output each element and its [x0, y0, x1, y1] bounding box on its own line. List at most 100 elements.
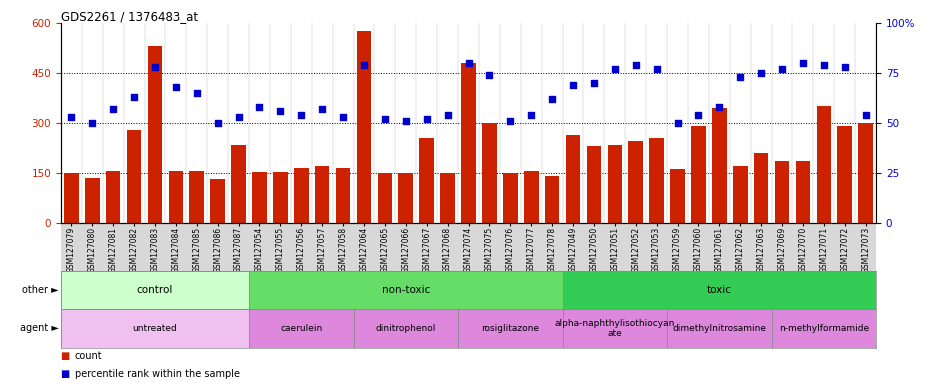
Point: [126, 94, 141, 100]
Bar: [249, 271, 562, 309]
Text: untreated: untreated: [133, 324, 177, 333]
Bar: [106, 171, 121, 223]
Bar: [335, 169, 350, 223]
Point: [690, 112, 705, 118]
Bar: [770, 309, 875, 348]
Point: [64, 114, 79, 120]
Text: other ►: other ►: [22, 285, 59, 295]
Point: [523, 112, 538, 118]
Bar: [272, 172, 287, 223]
Bar: [314, 166, 329, 223]
Text: alpha-naphthylisothiocyan
ate: alpha-naphthylisothiocyan ate: [554, 319, 674, 338]
Point: [503, 118, 518, 124]
Point: [753, 70, 768, 76]
Bar: [711, 108, 725, 223]
Bar: [795, 161, 810, 223]
Point: [398, 118, 413, 124]
Point: [294, 112, 309, 118]
Point: [147, 64, 162, 70]
Bar: [357, 31, 371, 223]
Point: [106, 106, 121, 112]
Bar: [815, 106, 830, 223]
Point: [795, 60, 810, 66]
Point: [649, 66, 664, 72]
Bar: [857, 123, 872, 223]
Point: [627, 62, 642, 68]
Text: percentile rank within the sample: percentile rank within the sample: [75, 369, 240, 379]
Point: [774, 66, 789, 72]
Point: [210, 120, 225, 126]
Bar: [168, 171, 183, 223]
Bar: [669, 169, 684, 223]
Point: [461, 60, 475, 66]
Bar: [189, 171, 204, 223]
Point: [732, 74, 747, 80]
Text: non-toxic: non-toxic: [381, 285, 430, 295]
Bar: [666, 309, 770, 348]
Point: [711, 104, 726, 110]
Bar: [294, 168, 308, 223]
Bar: [586, 146, 601, 223]
Text: n-methylformamide: n-methylformamide: [778, 324, 868, 333]
Text: ■: ■: [61, 351, 73, 361]
Point: [272, 108, 287, 114]
Text: GDS2261 / 1376483_at: GDS2261 / 1376483_at: [61, 10, 197, 23]
Bar: [837, 126, 851, 223]
Bar: [377, 174, 392, 223]
Point: [440, 112, 455, 118]
Bar: [481, 123, 496, 223]
Bar: [461, 63, 475, 223]
Bar: [544, 176, 559, 223]
Bar: [649, 138, 664, 223]
Bar: [732, 166, 747, 223]
Bar: [249, 309, 353, 348]
Point: [418, 116, 433, 122]
Bar: [419, 138, 433, 223]
Text: dinitrophenol: dinitrophenol: [375, 324, 435, 333]
Point: [481, 72, 496, 78]
Text: control: control: [137, 285, 173, 295]
Point: [837, 64, 852, 70]
Bar: [774, 161, 788, 223]
Bar: [126, 129, 141, 223]
Bar: [607, 144, 622, 223]
Bar: [565, 134, 579, 223]
Point: [586, 80, 601, 86]
Point: [252, 104, 267, 110]
Bar: [210, 179, 225, 223]
Bar: [440, 174, 455, 223]
Point: [669, 120, 684, 126]
Bar: [231, 144, 245, 223]
Text: toxic: toxic: [706, 285, 731, 295]
Bar: [628, 141, 642, 223]
Point: [314, 106, 329, 112]
Point: [84, 120, 99, 126]
Bar: [458, 309, 562, 348]
Point: [335, 114, 350, 120]
Bar: [562, 271, 875, 309]
Point: [815, 62, 830, 68]
Bar: [61, 271, 249, 309]
Bar: [61, 309, 249, 348]
Point: [607, 66, 622, 72]
Text: agent ►: agent ►: [21, 323, 59, 333]
Point: [189, 90, 204, 96]
Bar: [523, 171, 538, 223]
Point: [356, 62, 371, 68]
Point: [857, 112, 872, 118]
Text: ■: ■: [61, 369, 73, 379]
Bar: [398, 174, 413, 223]
Text: rosiglitazone: rosiglitazone: [481, 324, 539, 333]
Bar: [353, 309, 458, 348]
Point: [377, 116, 392, 122]
Bar: [753, 153, 768, 223]
Point: [565, 82, 580, 88]
Bar: [64, 173, 79, 223]
Bar: [691, 126, 705, 223]
Bar: [562, 309, 666, 348]
Text: dimethylnitrosamine: dimethylnitrosamine: [672, 324, 766, 333]
Point: [544, 96, 559, 102]
Point: [168, 84, 183, 90]
Bar: [252, 172, 267, 223]
Text: count: count: [75, 351, 102, 361]
